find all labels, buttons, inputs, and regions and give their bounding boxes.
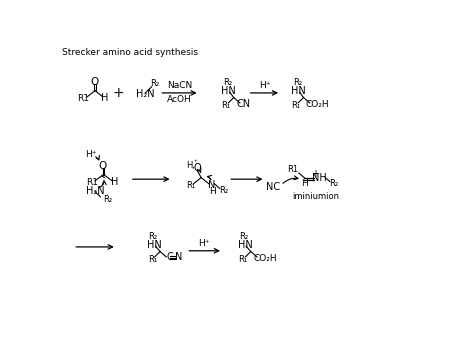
Text: H₂N: H₂N bbox=[86, 187, 104, 196]
Text: H₂N: H₂N bbox=[136, 90, 155, 99]
Text: NC: NC bbox=[266, 182, 280, 192]
Text: C: C bbox=[166, 252, 173, 262]
Text: H⁺: H⁺ bbox=[86, 150, 97, 159]
Text: O: O bbox=[99, 161, 107, 171]
Text: R₂: R₂ bbox=[223, 78, 232, 88]
Text: R₁: R₁ bbox=[291, 101, 300, 110]
Text: Strecker amino acid synthesis: Strecker amino acid synthesis bbox=[63, 48, 198, 57]
Text: O: O bbox=[90, 77, 99, 87]
Text: CO₂H: CO₂H bbox=[306, 100, 329, 109]
Text: +: + bbox=[112, 86, 124, 100]
Text: H⁺: H⁺ bbox=[259, 81, 270, 90]
Text: NaCN: NaCN bbox=[167, 81, 192, 90]
Text: R1: R1 bbox=[287, 165, 298, 174]
Text: R1: R1 bbox=[86, 178, 98, 187]
Text: CN: CN bbox=[237, 99, 251, 110]
Text: R₂: R₂ bbox=[329, 179, 338, 188]
Text: +: + bbox=[311, 169, 319, 179]
Text: iminiumion: iminiumion bbox=[292, 192, 339, 200]
Text: R₂: R₂ bbox=[292, 78, 302, 88]
Text: H: H bbox=[112, 177, 119, 187]
Text: HN: HN bbox=[221, 86, 236, 96]
Text: R₁: R₁ bbox=[148, 255, 157, 264]
Text: N: N bbox=[175, 252, 182, 262]
Text: R₂: R₂ bbox=[219, 186, 228, 195]
Text: ,: , bbox=[191, 161, 194, 170]
Text: ⁺: ⁺ bbox=[194, 160, 198, 166]
Text: NH: NH bbox=[311, 173, 326, 183]
Text: R₂: R₂ bbox=[239, 233, 248, 241]
Text: R₂: R₂ bbox=[150, 79, 159, 88]
Text: O: O bbox=[194, 163, 201, 173]
Text: R₁: R₁ bbox=[238, 255, 248, 264]
Text: R₁: R₁ bbox=[186, 181, 195, 190]
Text: N: N bbox=[208, 180, 216, 190]
Text: HN: HN bbox=[291, 86, 306, 96]
Text: R₂: R₂ bbox=[104, 195, 112, 204]
Text: R₁: R₁ bbox=[221, 101, 230, 110]
Text: HN: HN bbox=[147, 240, 162, 249]
Text: H: H bbox=[101, 93, 109, 103]
Text: H⁺: H⁺ bbox=[198, 239, 210, 248]
Text: R₂: R₂ bbox=[148, 233, 157, 241]
Text: AcOH: AcOH bbox=[167, 95, 192, 104]
Text: CO₂H: CO₂H bbox=[254, 254, 277, 263]
Text: R1: R1 bbox=[77, 94, 90, 103]
Text: H: H bbox=[301, 179, 308, 188]
Text: H: H bbox=[186, 161, 193, 170]
Text: H: H bbox=[209, 187, 216, 196]
Text: HN: HN bbox=[238, 240, 252, 249]
